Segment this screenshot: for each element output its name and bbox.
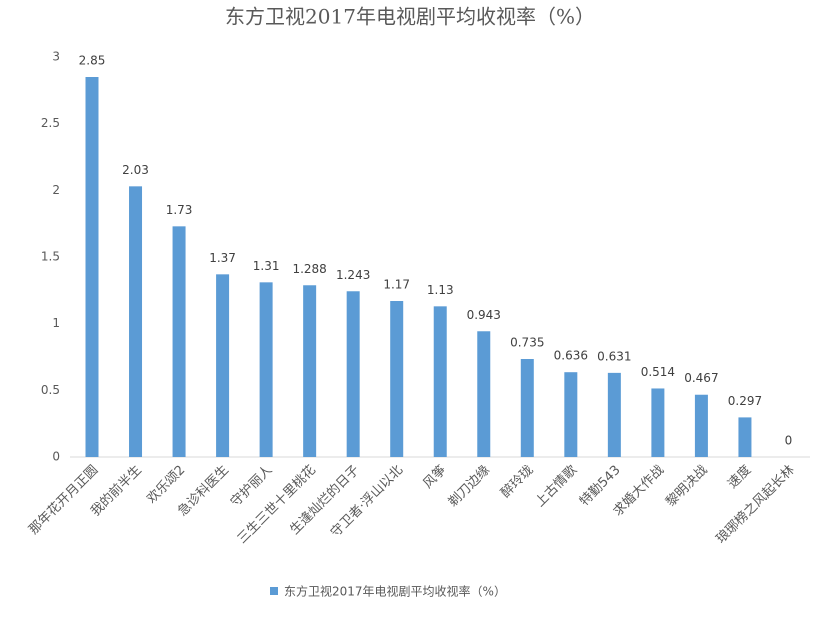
- bar: [607, 372, 621, 457]
- x-tick-label: 醉玲珑: [498, 462, 537, 501]
- bar: [477, 331, 491, 457]
- legend-swatch: [270, 587, 278, 595]
- bar: [129, 186, 143, 458]
- x-tick-label: 琅琊榜之风起长林: [713, 462, 798, 547]
- data-label: 0.735: [510, 336, 544, 350]
- legend-label: 东方卫视2017年电视剧平均收视率（%）: [284, 584, 506, 599]
- bar: [390, 301, 404, 457]
- data-label: 1.37: [209, 251, 236, 265]
- bar: [520, 359, 534, 457]
- y-tick-label: 1: [52, 316, 60, 330]
- bar: [259, 282, 273, 457]
- data-label: 1.288: [292, 262, 326, 276]
- x-tick-label: 速度: [725, 462, 755, 492]
- data-label: 0.467: [684, 371, 718, 385]
- x-tick-label: 风筝: [420, 462, 450, 492]
- x-tick-label: 那年花开月正圆: [26, 462, 102, 538]
- y-tick-label: 2: [52, 183, 60, 197]
- bar: [433, 306, 447, 457]
- bar: [694, 394, 708, 457]
- bar: [216, 274, 230, 457]
- bar: [651, 388, 665, 457]
- data-label: 2.03: [122, 163, 149, 177]
- data-label: 0.297: [728, 394, 762, 408]
- data-label: 1.73: [166, 203, 193, 217]
- data-label: 2.85: [79, 54, 106, 68]
- data-label: 1.17: [383, 278, 410, 292]
- data-label: 1.13: [427, 283, 454, 297]
- x-tick-label: 上古情歌: [533, 463, 580, 510]
- bar: [85, 77, 99, 457]
- y-tick-label: 0.5: [41, 383, 60, 397]
- data-label: 1.243: [336, 268, 370, 282]
- data-label: 0.631: [597, 349, 631, 363]
- data-label: 0: [785, 434, 793, 448]
- y-tick-label: 3: [52, 50, 60, 64]
- x-tick-label: 剃刀边缘: [446, 463, 493, 510]
- data-label: 0.636: [554, 349, 588, 363]
- x-tick-label: 欢乐颂2: [144, 463, 188, 507]
- data-label: 0.943: [467, 308, 501, 322]
- bar: [738, 417, 752, 457]
- x-tick-label: 三生三世十里桃花: [234, 462, 319, 547]
- x-tick-label: 黎明决战: [663, 463, 710, 510]
- data-label: 1.31: [253, 259, 280, 273]
- bar: [346, 291, 360, 457]
- y-tick-label: 2.5: [41, 116, 60, 130]
- chart-title: 东方卫视2017年电视剧平均收视率（%）: [225, 5, 595, 29]
- y-tick-label: 0: [52, 450, 60, 464]
- bar: [303, 285, 317, 457]
- y-tick-label: 1.5: [41, 250, 60, 264]
- data-label: 0.514: [641, 365, 675, 379]
- bar: [564, 372, 578, 457]
- bar: [172, 226, 186, 457]
